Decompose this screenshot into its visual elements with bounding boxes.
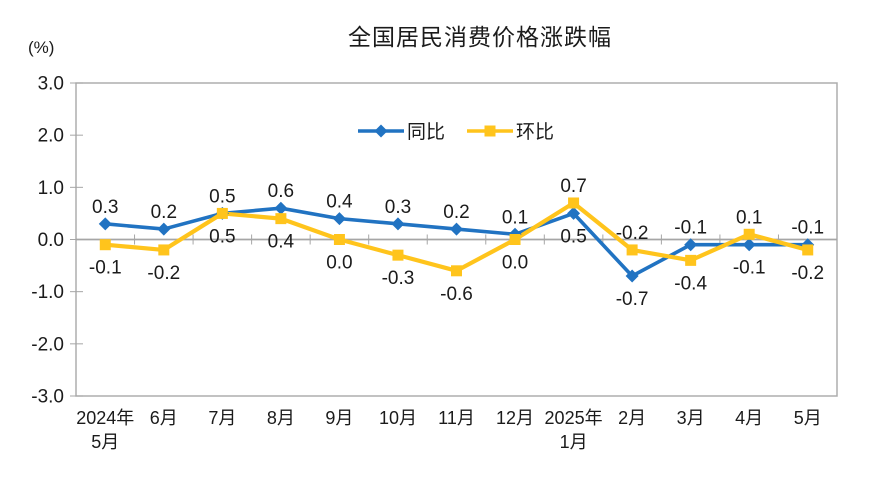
x-axis-label: 5月 (91, 432, 119, 452)
data-point-marker-同比 (157, 222, 171, 236)
x-axis-label: 11月 (438, 408, 475, 428)
data-point-marker-同比 (450, 222, 463, 236)
data-point-label-同比: -0.1 (733, 258, 766, 279)
y-tick-label: 2.0 (38, 126, 64, 147)
data-point-marker-同比 (391, 217, 405, 231)
x-axis-label: 1月 (560, 432, 588, 452)
data-point-marker-环比 (392, 249, 404, 261)
x-axis-label: 8月 (267, 408, 295, 428)
data-point-label-同比: 0.2 (443, 202, 469, 223)
data-point-label-环比: -0.2 (791, 263, 824, 284)
data-point-label-同比: 0.3 (385, 197, 411, 218)
legend-label-同比: 同比 (407, 121, 445, 143)
data-point-marker-同比 (567, 206, 581, 220)
y-tick-label: 0.0 (38, 230, 64, 251)
legend-marker-环比 (484, 125, 496, 137)
data-point-label-同比: 0.1 (502, 207, 528, 228)
x-axis-label: 6月 (150, 408, 178, 428)
data-point-label-同比: 0.5 (560, 226, 586, 247)
x-axis-label: 2月 (618, 408, 646, 428)
x-axis-label: 12月 (496, 408, 534, 428)
data-point-label-环比: -0.4 (674, 273, 707, 294)
data-point-marker-环比 (275, 213, 287, 225)
y-axis-unit-label: (%) (28, 38, 55, 57)
data-point-label-同比: 0.5 (209, 186, 235, 207)
x-axis-label: 5月 (794, 408, 822, 428)
data-point-label-环比: 0.4 (268, 232, 295, 253)
data-point-label-环比: -0.1 (89, 258, 122, 279)
y-tick-label: -1.0 (31, 282, 64, 303)
data-point-label-环比: -0.6 (440, 284, 473, 305)
y-tick-label: -2.0 (31, 334, 64, 355)
data-point-marker-环比 (626, 244, 638, 256)
data-point-marker-环比 (568, 197, 580, 209)
data-point-marker-同比 (625, 269, 639, 283)
x-axis-label: 10月 (379, 408, 417, 428)
data-point-marker-环比 (509, 234, 521, 245)
y-tick-label: -3.0 (31, 387, 64, 408)
data-point-label-环比: -0.3 (382, 268, 415, 289)
data-point-marker-环比 (802, 244, 814, 256)
data-point-label-环比: 0.0 (502, 253, 528, 274)
data-point-label-同比: 0.2 (151, 202, 177, 223)
data-point-marker-同比 (742, 238, 756, 252)
data-point-marker-环比 (743, 228, 755, 240)
x-axis-label: 2025年 (545, 408, 603, 428)
data-point-marker-环比 (685, 254, 697, 266)
data-point-label-环比: 0.0 (326, 253, 352, 274)
x-axis-label: 4月 (735, 408, 763, 428)
data-point-label-环比: 0.5 (209, 226, 235, 247)
data-point-marker-同比 (274, 201, 288, 215)
data-point-label-环比: -0.2 (147, 263, 180, 284)
y-tick-label: 1.0 (38, 178, 64, 199)
data-point-marker-同比 (98, 217, 112, 231)
data-point-label-同比: -0.1 (674, 218, 707, 239)
data-point-label-同比: 0.3 (92, 197, 118, 218)
data-point-label-同比: 0.6 (268, 181, 294, 202)
x-axis-label: 7月 (208, 408, 236, 428)
data-point-marker-环比 (216, 207, 228, 219)
x-axis-label: 9月 (325, 408, 353, 428)
data-point-label-环比: -0.2 (616, 223, 649, 244)
x-axis-label: 2024年 (76, 408, 134, 428)
data-point-label-环比: 0.7 (560, 176, 586, 197)
data-point-label-同比: -0.1 (791, 218, 824, 239)
data-point-marker-同比 (684, 238, 698, 252)
data-point-label-环比: 0.1 (736, 207, 762, 228)
x-axis-label: 3月 (677, 408, 705, 428)
data-point-marker-环比 (451, 265, 462, 277)
data-point-label-同比: 0.4 (326, 192, 353, 213)
chart-title: 全国居民消费价格涨跌幅 (348, 24, 612, 50)
legend-label-环比: 环比 (516, 121, 554, 143)
data-point-marker-同比 (332, 212, 346, 226)
data-point-marker-环比 (158, 244, 170, 256)
y-tick-label: 3.0 (38, 74, 64, 95)
data-point-marker-环比 (333, 234, 345, 245)
legend-marker-同比 (374, 124, 388, 138)
data-point-label-同比: -0.7 (616, 289, 649, 310)
data-point-marker-环比 (99, 239, 111, 251)
